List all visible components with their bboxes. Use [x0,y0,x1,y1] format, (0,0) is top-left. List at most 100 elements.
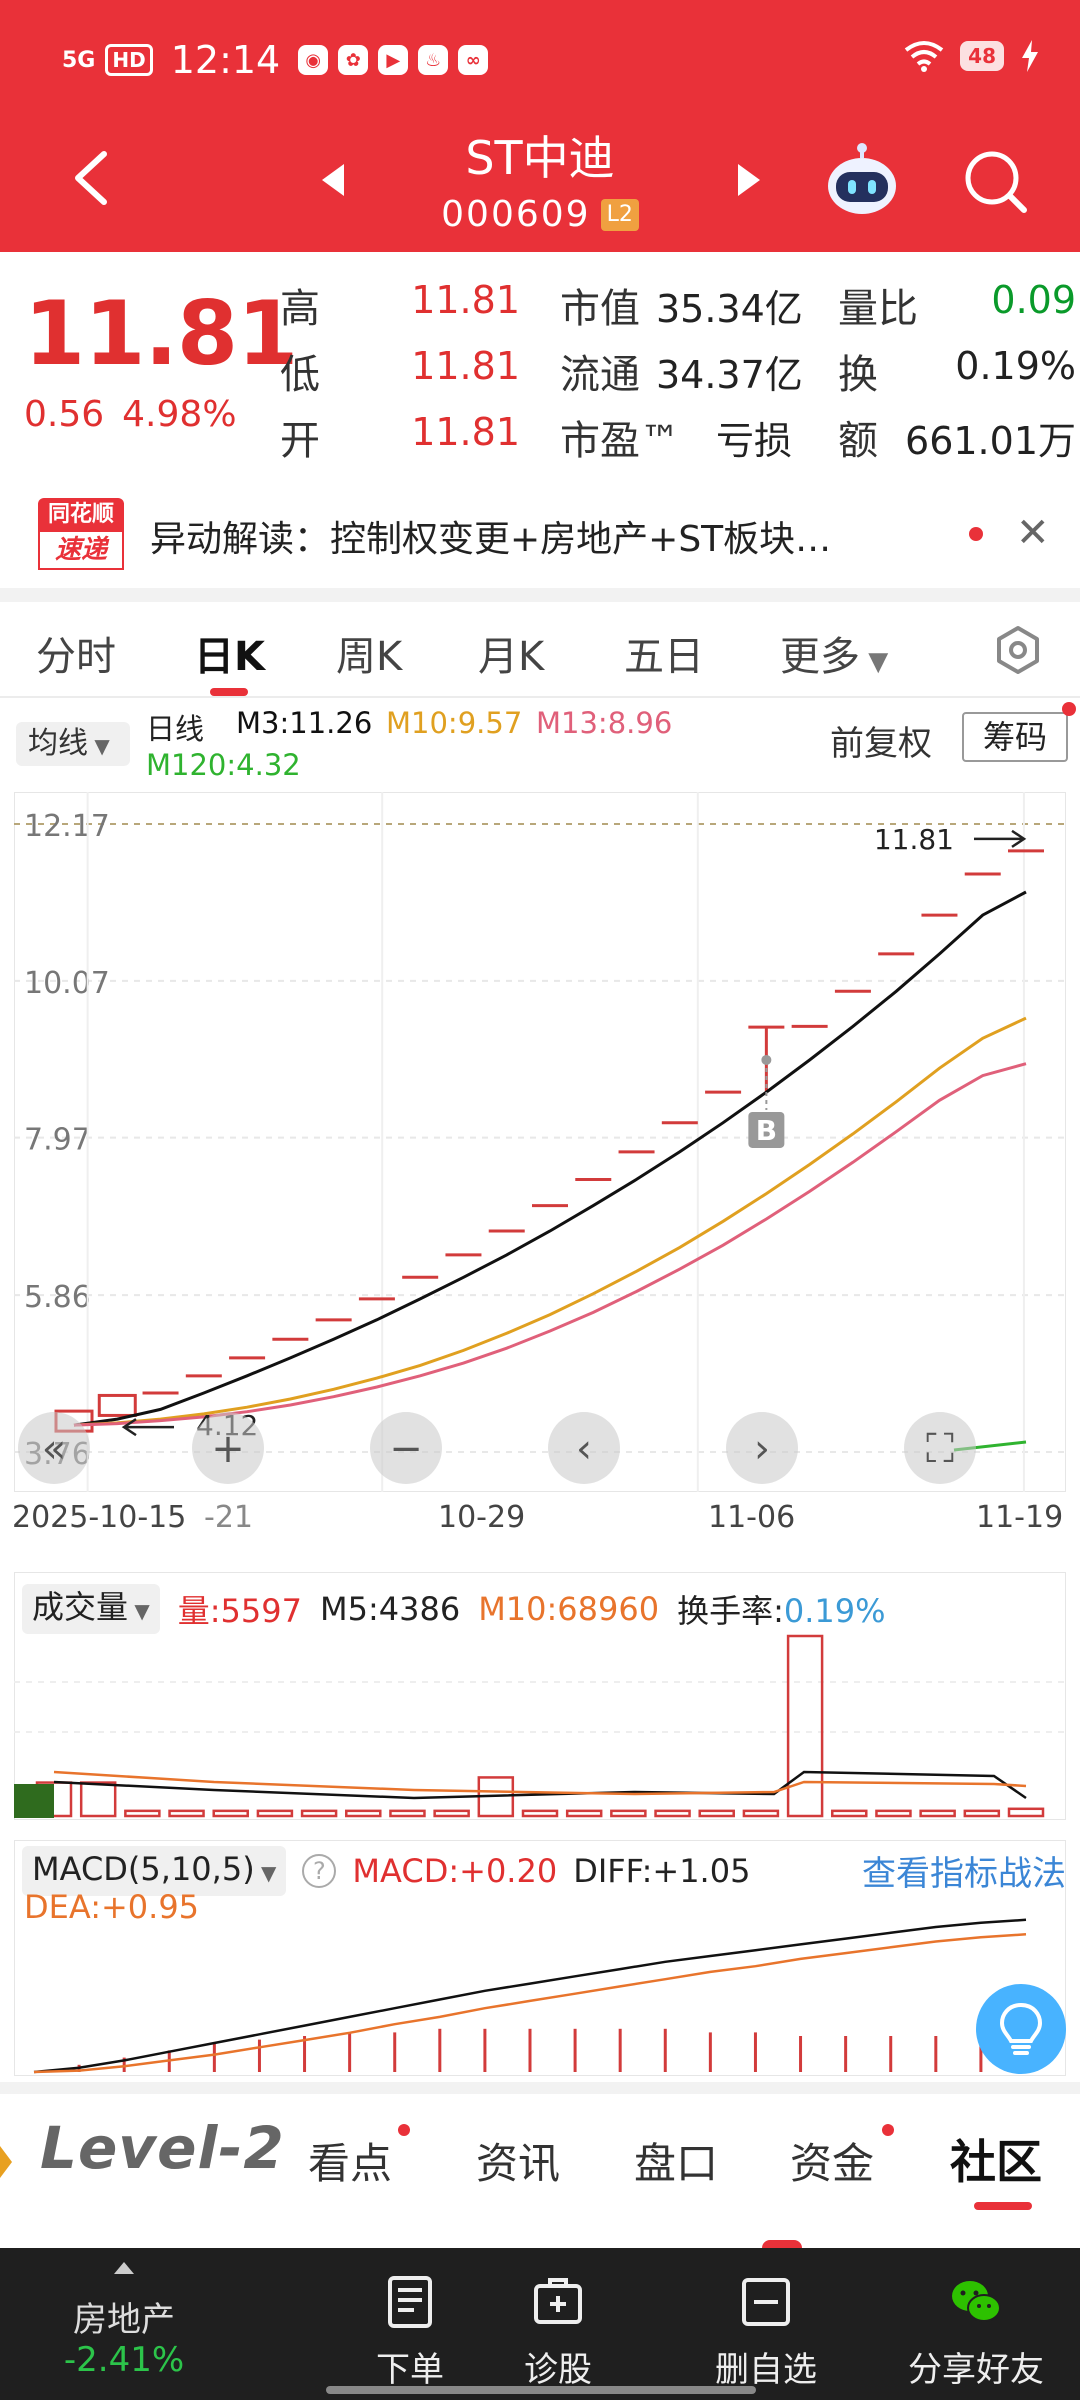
tab-news[interactable]: 资讯 [476,2139,561,2188]
news-logo-top: 同花顺 [38,498,124,532]
volume-bar [345,1809,382,1818]
tab-community[interactable]: 社区 [950,2135,1042,2189]
chart-frame [14,792,1066,1492]
volume-bar [742,1809,780,1818]
video-app-icon: ▶ [378,45,409,75]
volume-bar [521,1809,559,1818]
low-label: 低 [280,352,320,398]
sector-change: -2.41% [63,2340,185,2380]
volume-bar [124,1809,161,1818]
volume-chart[interactable] [14,1572,1066,1820]
turnover-rate: 换手率:0.19% [677,1586,885,1632]
tips-bulb-button[interactable] [976,1984,1066,2074]
volume-bar [389,1809,426,1818]
diagnose-button[interactable]: 诊股 [458,2248,658,2400]
news-headline[interactable]: 异动解读：控制权变更+房地产+ST板块… [150,519,832,560]
tab-monthly-k[interactable]: 月K [478,634,545,680]
volume-m5: M5:4386 [320,1590,461,1628]
float-label: 流通 [560,352,640,398]
close-icon[interactable]: ✕ [1016,510,1050,556]
prev-stock-icon[interactable] [318,160,348,200]
macd-indicator-select[interactable]: MACD(5,10,5) ▼ [22,1846,287,1896]
flame-app-icon: ♨ [418,45,449,75]
date-axis: 2025-10-15 -21 10-29 11-06 11-19 [0,1500,1080,1540]
remove-watchlist-button[interactable]: 删自选 [666,2248,866,2400]
open-value: 11.81 [411,410,520,454]
tab-weekly-k[interactable]: 周K [336,634,403,680]
mktcap-value: 35.34亿 [656,287,803,331]
zoom-in-icon: + [211,1426,245,1472]
tab-intraday[interactable]: 分时 [36,634,116,680]
volume-bar-prior [14,1784,54,1818]
next-icon: › [754,1426,770,1472]
indicator-select[interactable]: 均线 ▼ [16,722,130,766]
level2-banner[interactable]: Level-2 [40,2114,285,2182]
home-indicator[interactable] [326,2386,756,2394]
ma10-value: M10:9.57 [386,706,523,740]
chevron-down-icon: ▼ [254,1861,277,1885]
y-tick-label: 12.17 [24,809,110,844]
open-label: 开 [280,418,320,464]
tab-daily-k[interactable]: 日K [194,634,265,680]
share-friends-label: 分享好友 [908,2350,1044,2390]
active-tab-indicator [210,688,248,696]
buy-badge [748,1111,785,1148]
news-bar[interactable]: 同花顺 速递 异动解读：控制权变更+房地产+ST板块… [0,482,1080,584]
fast-back-icon-bg [18,1412,90,1484]
battery-indicator: 48 [960,41,1004,71]
remove-watchlist-label: 删自选 [715,2350,817,2390]
level2-badge: L2 [600,198,639,231]
order-button[interactable]: 下单 [310,2248,510,2400]
volume-bar [300,1809,338,1818]
gear-icon[interactable] [992,624,1044,676]
tab-order-book[interactable]: 盘口 [634,2139,719,2188]
ma-line-m10 [73,1016,1027,1427]
y-tick-label: 5.86 [24,1280,91,1315]
sector-name[interactable]: 房地产 [73,2300,175,2340]
help-icon[interactable]: ? [302,1854,337,1888]
fullscreen-icon: ⛶ [926,1426,954,1472]
volume-indicator-select[interactable]: 成交量 ▼ [22,1584,160,1634]
news-logo-bottom: 速递 [38,532,124,570]
volume-bar [831,1809,868,1818]
period-label: 日线 [146,712,205,746]
dea-line [33,1933,1027,2074]
low-value: 11.81 [411,344,520,388]
volume-bar [212,1809,249,1818]
date-tick: 11-19 [976,1500,1064,1535]
zoom-in-icon-bg [192,1412,264,1484]
back-icon[interactable] [70,150,110,206]
level2-arrow-icon [0,2146,12,2178]
order-label: 下单 [376,2350,444,2390]
indicator-strategy-link[interactable]: 查看指标战法 [862,1854,1066,1894]
tab-highlights[interactable]: 看点 [308,2139,393,2188]
ma-line-m3 [73,890,1027,1427]
volratio-label: 量比 [838,286,918,332]
ai-assistant-robot-icon[interactable] [822,142,902,222]
next-stock-icon[interactable] [734,160,764,200]
indicator-select-label: 均线 [28,726,88,761]
volume-bar [610,1809,647,1818]
period-tabs: 分时 日K 周K 月K 五日 更多 ▼ [0,602,1080,698]
share-friends-button[interactable]: 分享好友 [876,2248,1076,2400]
y-tick-label: 7.97 [24,1123,91,1158]
detail-tabs [0,2094,1080,2214]
volume-m10-line [53,1770,1027,1796]
tab-more[interactable]: 更多 ▼ [780,624,888,682]
tab-more-label: 更多 [780,634,860,680]
search-icon[interactable] [962,148,1030,216]
current-price: 11.81 [24,282,298,385]
tab-five-day[interactable]: 五日 [624,634,704,680]
high-value: 11.81 [411,278,520,322]
chip-distribution-button[interactable]: 筹码 [962,712,1068,762]
tab-capital-flow[interactable]: 资金 [790,2139,875,2188]
adjust-mode[interactable]: 前复权 [830,724,932,764]
chevron-down-icon: ▼ [128,1599,150,1623]
active-tab-indicator [974,2202,1032,2210]
diff-value: DIFF:+1.05 [573,1852,751,1890]
stock-code: 000609 [441,194,591,235]
volume-bar [79,1781,117,1818]
volume-bar [565,1809,603,1818]
amount-value: 661.01万 [905,419,1076,463]
